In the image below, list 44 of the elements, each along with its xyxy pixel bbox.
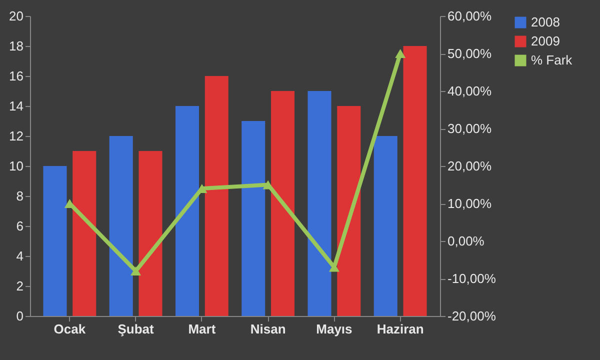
- y2-tick-label: 60,00%: [448, 8, 492, 24]
- bar: [72, 151, 96, 316]
- y2-tick-label: 10,00%: [448, 196, 492, 211]
- x-tick-label: Nisan: [250, 322, 286, 336]
- y-tick-label: 8: [16, 188, 24, 204]
- bar: [204, 76, 228, 316]
- x-tick-label: Ocak: [54, 322, 86, 336]
- y-tick-label: 20: [9, 8, 24, 24]
- bar: [138, 151, 162, 316]
- y-tick-label: 0: [16, 308, 24, 324]
- bar: [308, 91, 332, 316]
- bar: [175, 106, 199, 316]
- legend-label: 2009: [531, 34, 560, 48]
- legend-label: % Fark: [531, 52, 573, 68]
- y-tick-label: 10: [9, 158, 24, 174]
- y2-tick-label: 0,00%: [448, 234, 485, 248]
- y-tick-label: 12: [9, 128, 24, 144]
- y-tick-label: 18: [9, 38, 24, 54]
- bar: [337, 106, 361, 316]
- x-tick-label: Haziran: [376, 322, 424, 336]
- y2-tick-label: -20,00%: [448, 308, 496, 324]
- y-tick-label: 14: [9, 98, 24, 114]
- bar: [109, 136, 133, 316]
- y2-tick-label: 50,00%: [448, 46, 492, 61]
- y2-tick-label: 20,00%: [448, 158, 492, 174]
- bar: [403, 46, 427, 316]
- x-tick-label: Şubat: [118, 322, 155, 336]
- bar: [43, 166, 67, 316]
- bar: [374, 136, 398, 316]
- legend-label: 2008: [531, 14, 560, 30]
- y-tick-label: 2: [16, 278, 24, 294]
- x-tick-label: Mayıs: [316, 322, 352, 336]
- y2-tick-label: -10,00%: [448, 271, 496, 286]
- y2-tick-label: 30,00%: [448, 121, 492, 136]
- x-tick-label: Mart: [188, 322, 216, 336]
- y-tick-label: 16: [9, 68, 24, 84]
- y2-tick-label: 40,00%: [448, 84, 492, 98]
- bar: [271, 91, 295, 316]
- point: [130, 266, 142, 276]
- bar: [242, 121, 266, 316]
- y-tick-label: 6: [16, 218, 24, 234]
- y-tick-label: 4: [16, 248, 24, 264]
- point: [395, 48, 406, 58]
- point: [262, 180, 274, 190]
